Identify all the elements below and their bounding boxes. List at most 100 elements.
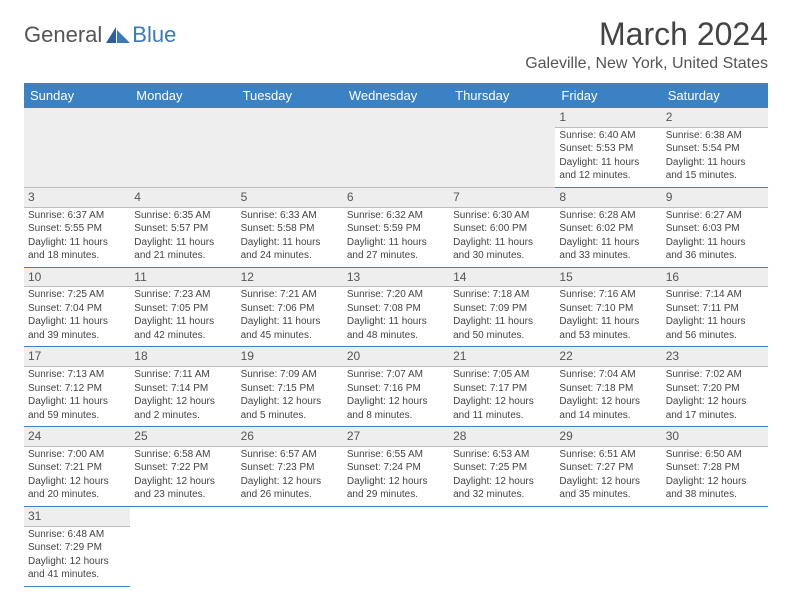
daylight-text: Daylight: 12 hours and 2 minutes. [134, 395, 232, 422]
day-number: 2 [662, 108, 768, 128]
day-cell [449, 506, 555, 586]
day-cell: 19Sunrise: 7:09 AMSunset: 7:15 PMDayligh… [237, 347, 343, 427]
sunset-text: Sunset: 7:05 PM [134, 302, 232, 316]
sunset-text: Sunset: 7:17 PM [453, 382, 551, 396]
daylight-text: Daylight: 12 hours and 29 minutes. [347, 475, 445, 502]
day-cell [343, 108, 449, 187]
day-number: 10 [24, 268, 130, 288]
day-number: 25 [130, 427, 236, 447]
sunset-text: Sunset: 5:58 PM [241, 222, 339, 236]
sunrise-text: Sunrise: 7:16 AM [559, 288, 657, 302]
week-row: 1Sunrise: 6:40 AMSunset: 5:53 PMDaylight… [24, 108, 768, 187]
sunrise-text: Sunrise: 7:23 AM [134, 288, 232, 302]
header: General Blue March 2024 Galeville, New Y… [24, 16, 768, 73]
day-cell: 2Sunrise: 6:38 AMSunset: 5:54 PMDaylight… [662, 108, 768, 187]
col-tuesday: Tuesday [237, 83, 343, 108]
sunset-text: Sunset: 7:22 PM [134, 461, 232, 475]
sunset-text: Sunset: 7:24 PM [347, 461, 445, 475]
daylight-text: Daylight: 11 hours and 53 minutes. [559, 315, 657, 342]
day-cell [343, 506, 449, 586]
sunrise-text: Sunrise: 6:40 AM [559, 129, 657, 143]
day-number: 29 [555, 427, 661, 447]
sunset-text: Sunset: 6:03 PM [666, 222, 764, 236]
sunrise-text: Sunrise: 6:58 AM [134, 448, 232, 462]
sunset-text: Sunset: 7:08 PM [347, 302, 445, 316]
day-cell: 18Sunrise: 7:11 AMSunset: 7:14 PMDayligh… [130, 347, 236, 427]
daylight-text: Daylight: 12 hours and 26 minutes. [241, 475, 339, 502]
day-cell: 9Sunrise: 6:27 AMSunset: 6:03 PMDaylight… [662, 187, 768, 267]
sunset-text: Sunset: 7:27 PM [559, 461, 657, 475]
location: Galeville, New York, United States [525, 55, 768, 73]
week-row: 24Sunrise: 7:00 AMSunset: 7:21 PMDayligh… [24, 427, 768, 507]
sunrise-text: Sunrise: 6:55 AM [347, 448, 445, 462]
day-cell: 13Sunrise: 7:20 AMSunset: 7:08 PMDayligh… [343, 267, 449, 347]
day-cell [555, 506, 661, 586]
day-number: 22 [555, 347, 661, 367]
day-number: 14 [449, 268, 555, 288]
day-cell: 29Sunrise: 6:51 AMSunset: 7:27 PMDayligh… [555, 427, 661, 507]
day-number: 7 [449, 188, 555, 208]
sunrise-text: Sunrise: 6:51 AM [559, 448, 657, 462]
sunset-text: Sunset: 7:11 PM [666, 302, 764, 316]
sunset-text: Sunset: 5:57 PM [134, 222, 232, 236]
sunrise-text: Sunrise: 7:04 AM [559, 368, 657, 382]
daylight-text: Daylight: 11 hours and 50 minutes. [453, 315, 551, 342]
day-cell: 31Sunrise: 6:48 AMSunset: 7:29 PMDayligh… [24, 506, 130, 586]
sunset-text: Sunset: 7:23 PM [241, 461, 339, 475]
sunrise-text: Sunrise: 6:32 AM [347, 209, 445, 223]
daylight-text: Daylight: 11 hours and 33 minutes. [559, 236, 657, 263]
day-cell [237, 506, 343, 586]
daylight-text: Daylight: 11 hours and 27 minutes. [347, 236, 445, 263]
day-cell [130, 506, 236, 586]
logo-text-blue: Blue [132, 22, 176, 48]
daylight-text: Daylight: 11 hours and 12 minutes. [559, 156, 657, 183]
daylight-text: Daylight: 12 hours and 35 minutes. [559, 475, 657, 502]
sunset-text: Sunset: 5:53 PM [559, 142, 657, 156]
day-number: 16 [662, 268, 768, 288]
day-number: 5 [237, 188, 343, 208]
sunset-text: Sunset: 5:59 PM [347, 222, 445, 236]
day-cell: 30Sunrise: 6:50 AMSunset: 7:28 PMDayligh… [662, 427, 768, 507]
sunset-text: Sunset: 7:16 PM [347, 382, 445, 396]
day-number: 31 [24, 507, 130, 527]
day-cell: 21Sunrise: 7:05 AMSunset: 7:17 PMDayligh… [449, 347, 555, 427]
daylight-text: Daylight: 11 hours and 24 minutes. [241, 236, 339, 263]
day-cell: 17Sunrise: 7:13 AMSunset: 7:12 PMDayligh… [24, 347, 130, 427]
daylight-text: Daylight: 12 hours and 20 minutes. [28, 475, 126, 502]
week-row: 31Sunrise: 6:48 AMSunset: 7:29 PMDayligh… [24, 506, 768, 586]
day-number: 13 [343, 268, 449, 288]
day-number: 21 [449, 347, 555, 367]
day-number: 18 [130, 347, 236, 367]
day-cell: 4Sunrise: 6:35 AMSunset: 5:57 PMDaylight… [130, 187, 236, 267]
daylight-text: Daylight: 11 hours and 42 minutes. [134, 315, 232, 342]
sunrise-text: Sunrise: 7:20 AM [347, 288, 445, 302]
daylight-text: Daylight: 11 hours and 56 minutes. [666, 315, 764, 342]
daylight-text: Daylight: 12 hours and 11 minutes. [453, 395, 551, 422]
day-number: 11 [130, 268, 236, 288]
day-cell: 11Sunrise: 7:23 AMSunset: 7:05 PMDayligh… [130, 267, 236, 347]
daylight-text: Daylight: 12 hours and 8 minutes. [347, 395, 445, 422]
daylight-text: Daylight: 12 hours and 23 minutes. [134, 475, 232, 502]
day-cell: 27Sunrise: 6:55 AMSunset: 7:24 PMDayligh… [343, 427, 449, 507]
col-thursday: Thursday [449, 83, 555, 108]
sunrise-text: Sunrise: 6:30 AM [453, 209, 551, 223]
daylight-text: Daylight: 11 hours and 45 minutes. [241, 315, 339, 342]
sunrise-text: Sunrise: 7:02 AM [666, 368, 764, 382]
header-row: Sunday Monday Tuesday Wednesday Thursday… [24, 83, 768, 108]
sunrise-text: Sunrise: 6:27 AM [666, 209, 764, 223]
sunrise-text: Sunrise: 6:48 AM [28, 528, 126, 542]
sunset-text: Sunset: 7:15 PM [241, 382, 339, 396]
sunset-text: Sunset: 7:14 PM [134, 382, 232, 396]
day-cell: 10Sunrise: 7:25 AMSunset: 7:04 PMDayligh… [24, 267, 130, 347]
day-cell: 26Sunrise: 6:57 AMSunset: 7:23 PMDayligh… [237, 427, 343, 507]
col-monday: Monday [130, 83, 236, 108]
logo-sail-icon [106, 27, 130, 43]
sunset-text: Sunset: 6:02 PM [559, 222, 657, 236]
sunset-text: Sunset: 7:10 PM [559, 302, 657, 316]
sunrise-text: Sunrise: 7:09 AM [241, 368, 339, 382]
sunrise-text: Sunrise: 7:05 AM [453, 368, 551, 382]
sunset-text: Sunset: 7:12 PM [28, 382, 126, 396]
week-row: 17Sunrise: 7:13 AMSunset: 7:12 PMDayligh… [24, 347, 768, 427]
sunrise-text: Sunrise: 7:18 AM [453, 288, 551, 302]
day-number: 27 [343, 427, 449, 447]
